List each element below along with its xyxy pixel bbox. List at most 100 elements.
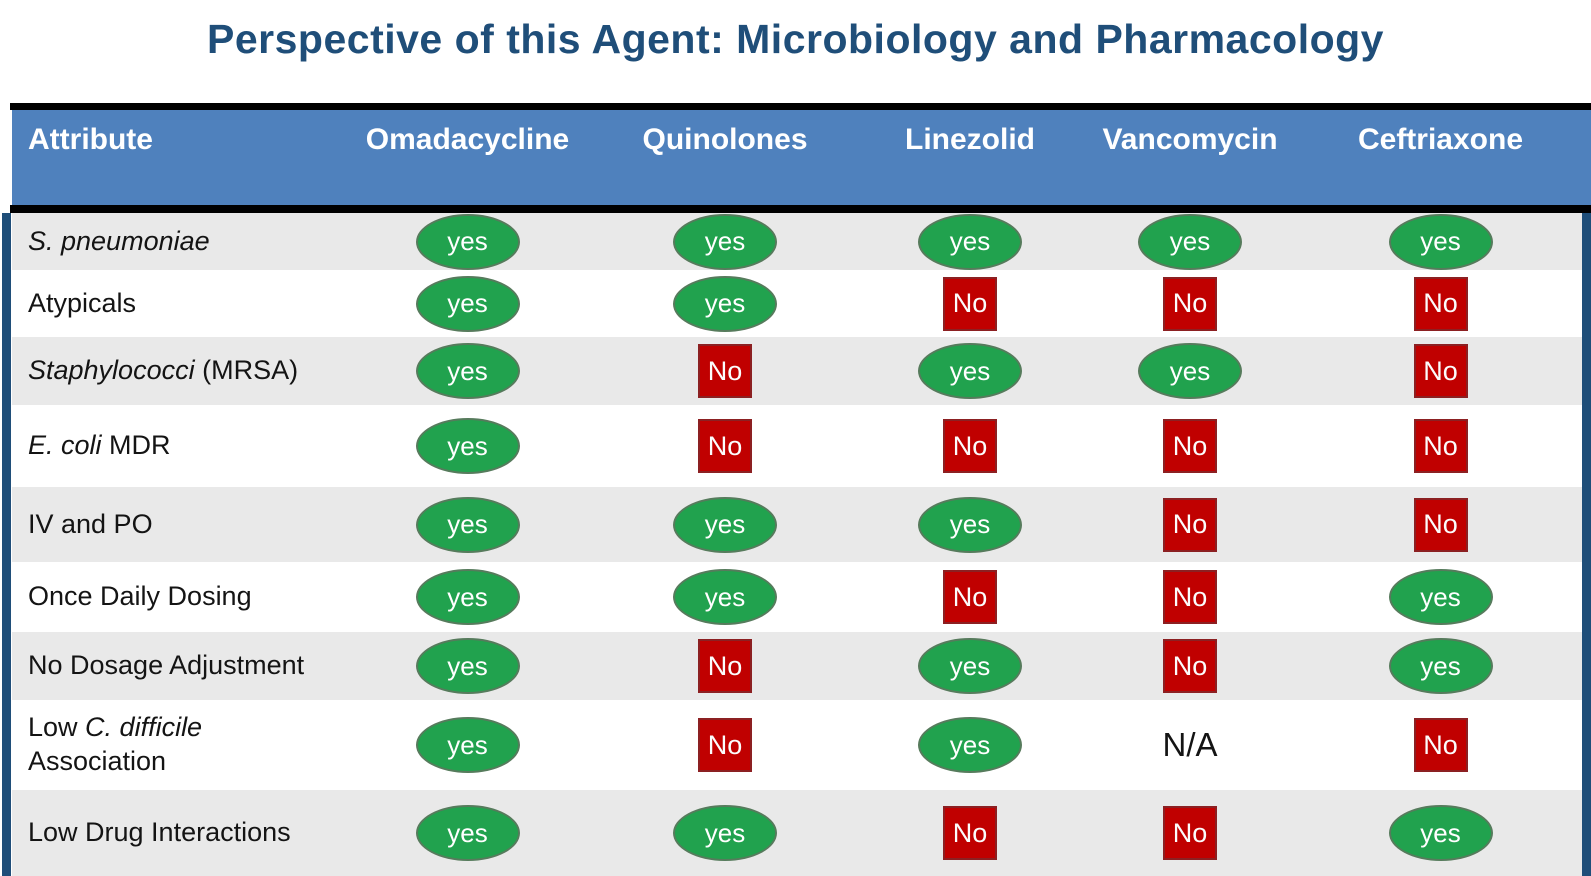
- column-header-linezolid: Linezolid: [905, 123, 1035, 156]
- row-label: S. pneumoniae: [12, 225, 345, 259]
- value-cell: No: [1080, 276, 1300, 331]
- yes-marker: yes: [415, 496, 520, 553]
- left-accent-bar: [2, 213, 11, 876]
- row-label: No Dosage Adjustment: [12, 649, 345, 683]
- yes-marker: yes: [918, 638, 1022, 694]
- column-header-vancomycin: Vancomycin: [1102, 123, 1278, 156]
- value-cell: No: [1080, 497, 1300, 552]
- row-label-segment: No Dosage Adjustment: [28, 650, 305, 681]
- table-row: Low Drug Interactions yes yes No No yes: [12, 790, 1583, 876]
- no-marker: No: [698, 344, 752, 398]
- yes-marker: yes: [918, 213, 1022, 270]
- table-row: Low C. difficile Association yes No yes N/A N…: [12, 700, 1583, 790]
- row-label-italic-segment: E. coli: [28, 430, 102, 461]
- value-cell: No: [860, 570, 1080, 624]
- value-cell: yes: [590, 569, 860, 625]
- value-cell: yes: [345, 496, 590, 553]
- row-label-segment: Atypicals: [28, 287, 137, 318]
- table-body: S. pneumoniae yes yes yes yes yes Atypicals yes…: [12, 213, 1583, 876]
- yes-marker: yes: [673, 275, 777, 332]
- column-header-omadacycline: Omadacycline: [365, 123, 570, 156]
- table-row: Staphylococci (MRSA) yes No yes yes No: [12, 337, 1583, 405]
- table-header-row: Attribute Omadacycline Quinolones Linezo…: [12, 110, 1591, 205]
- table-row: IV and PO yes yes yes No No: [12, 487, 1583, 562]
- yes-marker: yes: [918, 717, 1022, 773]
- value-cell: No: [860, 419, 1080, 473]
- value-cell: yes: [345, 717, 590, 773]
- value-cell: yes: [590, 496, 860, 553]
- value-cell: No: [590, 718, 860, 772]
- page-title: Perspective of this Agent: Microbiology …: [207, 16, 1384, 62]
- value-cell: No: [590, 639, 860, 693]
- value-cell: yes: [1080, 213, 1300, 270]
- value-cell: No: [1300, 419, 1581, 473]
- yes-marker: yes: [415, 717, 520, 773]
- yes-marker: yes: [1388, 213, 1493, 270]
- no-marker: No: [1163, 570, 1217, 624]
- value-cell: yes: [345, 343, 590, 399]
- no-marker: No: [698, 639, 752, 693]
- value-cell: No: [1080, 570, 1300, 624]
- value-cell: No: [1300, 718, 1581, 772]
- row-label: IV and PO: [12, 508, 345, 542]
- no-marker: No: [1413, 344, 1468, 398]
- value-cell: No: [1300, 497, 1581, 552]
- column-header-ceftriaxone: Ceftriaxone: [1357, 123, 1524, 156]
- value-cell: N/A: [1080, 726, 1300, 764]
- table-row: S. pneumoniae yes yes yes yes yes: [12, 213, 1583, 270]
- row-label-segment: IV and PO: [28, 508, 153, 539]
- value-cell: yes: [1300, 805, 1581, 861]
- row-label: Once Daily Dosing: [12, 580, 345, 614]
- no-marker: No: [1413, 276, 1468, 331]
- no-marker: No: [1163, 639, 1217, 693]
- value-cell: No: [1080, 806, 1300, 860]
- row-label: Staphylococci (MRSA): [12, 354, 345, 388]
- value-cell: yes: [345, 275, 590, 332]
- value-cell: yes: [1080, 343, 1300, 399]
- value-cell: yes: [860, 717, 1080, 773]
- value-cell: yes: [345, 418, 590, 474]
- value-cell: yes: [590, 275, 860, 332]
- value-cell: yes: [860, 496, 1080, 553]
- yes-marker: yes: [415, 343, 520, 399]
- yes-marker: yes: [918, 496, 1022, 553]
- no-marker: No: [1163, 419, 1217, 473]
- value-cell: No: [860, 806, 1080, 860]
- no-marker: No: [1413, 419, 1468, 473]
- value-cell: No: [1300, 276, 1581, 331]
- row-label: Low Drug Interactions: [12, 816, 345, 850]
- column-header-attribute: Attribute: [28, 123, 153, 156]
- yes-marker: yes: [1388, 569, 1493, 625]
- yes-marker: yes: [673, 496, 777, 553]
- yes-marker: yes: [673, 805, 777, 861]
- value-cell: yes: [345, 213, 590, 270]
- value-cell: yes: [590, 805, 860, 861]
- value-cell: yes: [345, 569, 590, 625]
- yes-marker: yes: [415, 638, 520, 694]
- row-label-segment: Low Drug Interactions: [28, 817, 291, 848]
- value-cell: No: [1080, 639, 1300, 693]
- no-marker: No: [1163, 276, 1217, 331]
- table-row: Atypicals yes yes No No No: [12, 270, 1583, 337]
- na-text: N/A: [1162, 726, 1218, 763]
- yes-marker: yes: [415, 418, 520, 474]
- yes-marker: yes: [918, 343, 1022, 399]
- no-marker: No: [698, 419, 752, 473]
- header-top-border: [10, 103, 1591, 110]
- value-cell: yes: [860, 343, 1080, 399]
- row-label-italic-segment: Staphylococci: [28, 355, 195, 386]
- value-cell: No: [1300, 344, 1581, 398]
- row-label-italic-segment: C. difficile: [85, 712, 203, 743]
- yes-marker: yes: [1388, 805, 1493, 861]
- row-label-italic-segment: S. pneumoniae: [28, 225, 210, 256]
- yes-marker: yes: [1138, 213, 1242, 270]
- value-cell: No: [590, 344, 860, 398]
- value-cell: No: [590, 419, 860, 473]
- row-label: Low C. difficile Association: [12, 711, 345, 779]
- value-cell: yes: [860, 213, 1080, 270]
- table-row: E. coli MDR yes No No No No: [12, 405, 1583, 487]
- no-marker: No: [943, 806, 997, 860]
- no-marker: No: [943, 570, 997, 624]
- yes-marker: yes: [415, 805, 520, 861]
- value-cell: yes: [1300, 213, 1581, 270]
